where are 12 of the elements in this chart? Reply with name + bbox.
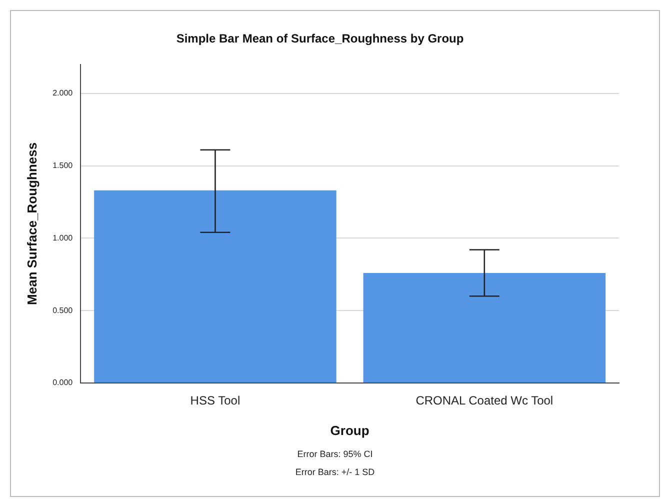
y-tick-label: 1.000 (52, 233, 74, 242)
x-axis-title: Group (330, 422, 370, 438)
text: Error Bars: +/- 1 SD (294, 467, 376, 477)
x-tick-label: HSS Tool (190, 394, 240, 408)
x-tick-label: CRONAL Coated Wc Tool (416, 394, 554, 408)
y-tick-label: 0.000 (52, 378, 74, 388)
y-tick-label: 2.000 (52, 88, 74, 98)
y-axis-title: Mean Surface_Roughness (24, 142, 40, 305)
y-tick-label: 0.500 (52, 306, 74, 315)
text: Error Bars: 95% CI (296, 449, 374, 459)
y-tick-label: 1.500 (52, 160, 74, 170)
chart-title: Simple Bar Mean of Surface_Roughness by Group (176, 32, 464, 46)
